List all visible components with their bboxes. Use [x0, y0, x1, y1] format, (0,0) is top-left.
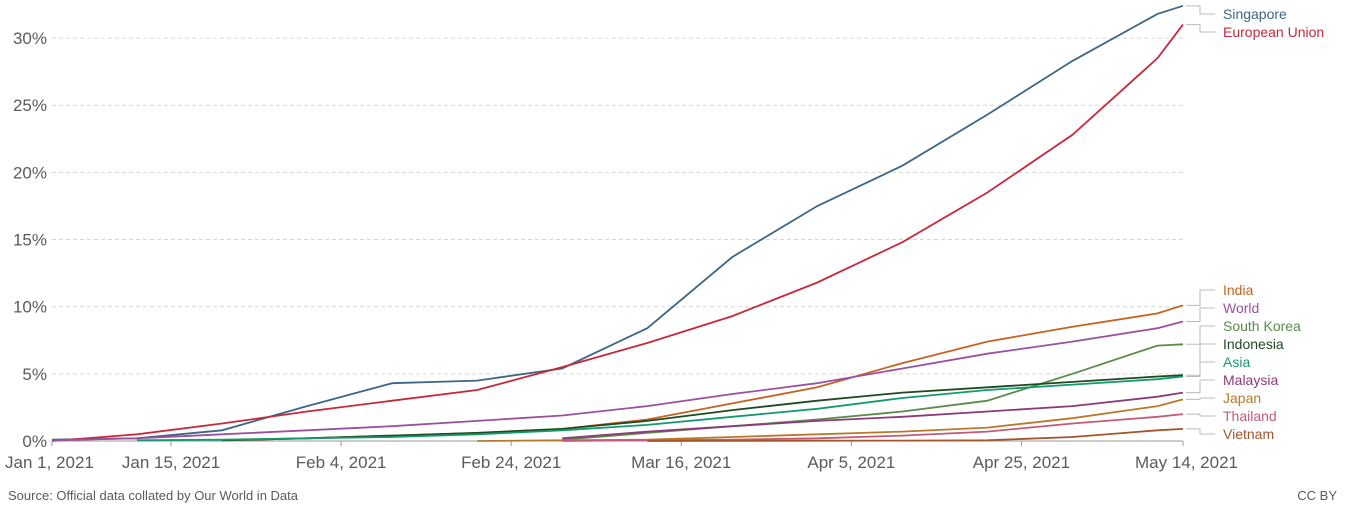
- legend-label: India: [1223, 282, 1254, 298]
- y-tick-label: 5%: [22, 365, 47, 384]
- legend-label: European Union: [1223, 24, 1324, 40]
- legend-label: Asia: [1223, 354, 1250, 370]
- y-tick-label: 20%: [13, 163, 47, 182]
- label-connector: [1186, 413, 1215, 417]
- legend-label: Malaysia: [1223, 372, 1278, 388]
- label-connector: [1186, 307, 1215, 322]
- legend-label: Singapore: [1223, 6, 1287, 22]
- series-line: [647, 428, 1184, 442]
- series-line: [136, 375, 1184, 442]
- label-connector: [1186, 379, 1215, 394]
- x-tick-label: Mar 16, 2021: [631, 453, 731, 472]
- x-tick-label: Apr 25, 2021: [973, 453, 1070, 472]
- legend-label: Japan: [1223, 390, 1261, 406]
- series-line: [51, 24, 1184, 442]
- label-connector: [1186, 5, 1215, 15]
- legend-label: Indonesia: [1223, 336, 1284, 352]
- x-tick-label: Apr 5, 2021: [807, 453, 895, 472]
- x-tick-label: Jan 1, 2021: [5, 453, 94, 472]
- x-tick-label: May 14, 2021: [1135, 453, 1238, 472]
- series-line: [562, 391, 1184, 440]
- series-line: [51, 320, 1184, 442]
- legend-label: Vietnam: [1223, 426, 1274, 442]
- y-tick-label: 30%: [13, 29, 47, 48]
- label-connector: [1186, 361, 1215, 378]
- y-tick-label: 25%: [13, 96, 47, 115]
- label-connector: [1186, 325, 1215, 345]
- x-tick-label: Jan 15, 2021: [122, 453, 220, 472]
- label-connector: [1186, 289, 1215, 306]
- x-tick-label: Feb 4, 2021: [296, 453, 387, 472]
- label-connector: [1186, 397, 1215, 400]
- legend-label: South Korea: [1223, 318, 1301, 334]
- series-line: [222, 374, 1184, 442]
- label-connector: [1186, 428, 1215, 435]
- source-note: Source: Official data collated by Our Wo…: [8, 488, 299, 503]
- y-tick-label: 0%: [22, 432, 47, 451]
- license: CC BY: [1297, 488, 1337, 503]
- legend-label: Thailand: [1223, 408, 1277, 424]
- y-tick-label: 10%: [13, 298, 47, 317]
- label-connector: [1186, 24, 1215, 33]
- series-line: [562, 343, 1184, 441]
- legend-label: World: [1223, 300, 1259, 316]
- y-tick-label: 15%: [13, 231, 47, 250]
- series-line: [51, 4, 1184, 441]
- x-tick-label: Feb 24, 2021: [461, 453, 561, 472]
- label-connector: [1186, 343, 1215, 376]
